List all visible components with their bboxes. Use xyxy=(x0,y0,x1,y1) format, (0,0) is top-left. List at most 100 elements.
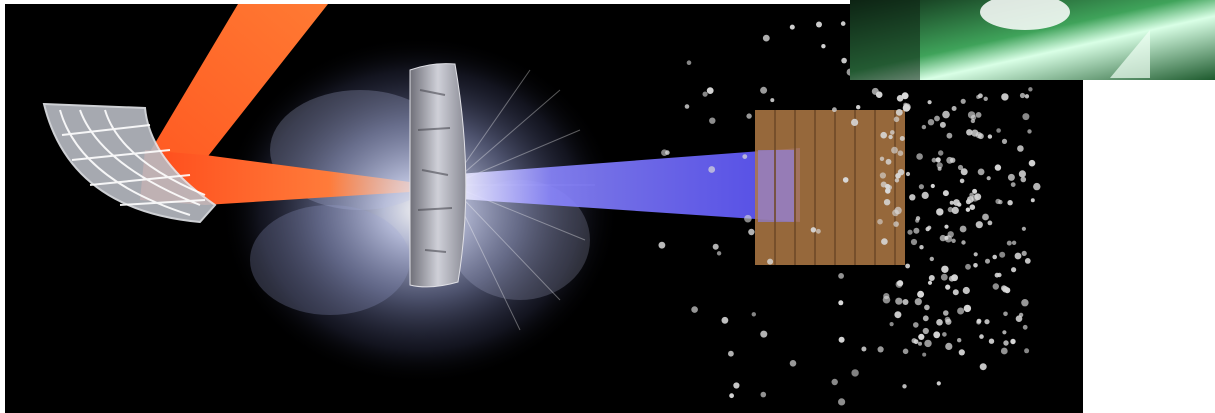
particle xyxy=(767,258,774,265)
particle xyxy=(816,228,821,234)
particle xyxy=(841,57,847,64)
particle xyxy=(894,178,900,183)
particle xyxy=(922,327,929,335)
particle xyxy=(712,243,719,250)
particle xyxy=(979,363,987,371)
particle xyxy=(930,183,935,189)
particle xyxy=(721,316,729,324)
particle xyxy=(838,398,846,406)
particle xyxy=(902,348,909,355)
particle xyxy=(972,188,978,194)
particle xyxy=(877,346,884,353)
particle xyxy=(684,104,690,109)
particle xyxy=(973,263,978,268)
particle xyxy=(962,286,970,295)
particle xyxy=(1010,182,1016,188)
particle xyxy=(760,86,768,94)
particle xyxy=(899,136,905,141)
particle xyxy=(983,96,988,102)
particle xyxy=(838,336,845,343)
particle xyxy=(1018,312,1024,318)
particle xyxy=(821,44,826,49)
particle xyxy=(1007,173,1015,181)
top-left-margin xyxy=(0,0,1083,4)
particle xyxy=(959,225,967,233)
particle xyxy=(965,263,971,270)
particle xyxy=(936,381,941,386)
particle xyxy=(918,333,925,340)
particle xyxy=(987,134,993,139)
particle xyxy=(1024,348,1030,354)
particle xyxy=(942,110,950,119)
particle xyxy=(1027,129,1032,134)
particle xyxy=(691,306,698,313)
particle xyxy=(976,319,981,325)
particle xyxy=(975,221,983,229)
particle xyxy=(946,132,953,139)
particle xyxy=(984,319,990,325)
parabolic-mirror xyxy=(42,102,217,224)
particle xyxy=(1007,200,1013,206)
particle xyxy=(762,34,770,42)
particle xyxy=(893,221,899,227)
particle xyxy=(936,319,943,326)
particle xyxy=(1011,240,1017,245)
particle xyxy=(840,21,846,26)
particle xyxy=(969,204,976,210)
particle xyxy=(911,338,917,344)
particle xyxy=(1011,267,1017,273)
particle xyxy=(1033,182,1041,191)
particle xyxy=(944,316,951,323)
particle xyxy=(922,315,929,322)
particle xyxy=(880,181,887,188)
particle xyxy=(988,338,995,344)
particle xyxy=(927,119,935,126)
particle xyxy=(992,283,999,290)
particle xyxy=(927,100,932,105)
particle xyxy=(949,200,954,205)
particle xyxy=(992,254,997,260)
particle xyxy=(1022,324,1028,330)
particle xyxy=(1002,330,1007,335)
converter-block xyxy=(755,110,905,265)
particle xyxy=(897,150,904,156)
particle xyxy=(985,258,990,264)
particle xyxy=(903,103,911,111)
particle xyxy=(789,24,795,30)
particle xyxy=(915,218,920,223)
particle xyxy=(742,154,748,160)
particle xyxy=(951,206,959,214)
particle xyxy=(999,251,1006,258)
particle xyxy=(933,331,941,339)
particle xyxy=(936,208,944,216)
particle xyxy=(947,206,954,213)
particle xyxy=(744,214,752,223)
particle xyxy=(897,280,904,287)
particle xyxy=(708,166,716,173)
particle xyxy=(879,156,885,161)
particle xyxy=(1028,159,1036,167)
particle xyxy=(960,98,966,104)
particle xyxy=(996,128,1001,133)
particle xyxy=(1020,176,1027,183)
particle xyxy=(946,156,954,164)
particle xyxy=(959,178,965,184)
particle xyxy=(789,360,797,367)
particle xyxy=(880,131,887,139)
particle xyxy=(966,129,973,136)
particle xyxy=(977,168,985,176)
particle xyxy=(891,146,898,154)
particle xyxy=(751,312,756,317)
particle xyxy=(921,191,929,199)
particle xyxy=(907,229,913,235)
particle xyxy=(997,272,1002,278)
particle xyxy=(889,322,894,327)
particle xyxy=(1001,93,1009,101)
particle xyxy=(931,157,937,163)
particle xyxy=(746,113,752,119)
particle xyxy=(861,346,867,352)
particle xyxy=(940,273,948,281)
particle xyxy=(948,275,955,282)
particle xyxy=(888,134,893,140)
particle xyxy=(658,241,666,249)
